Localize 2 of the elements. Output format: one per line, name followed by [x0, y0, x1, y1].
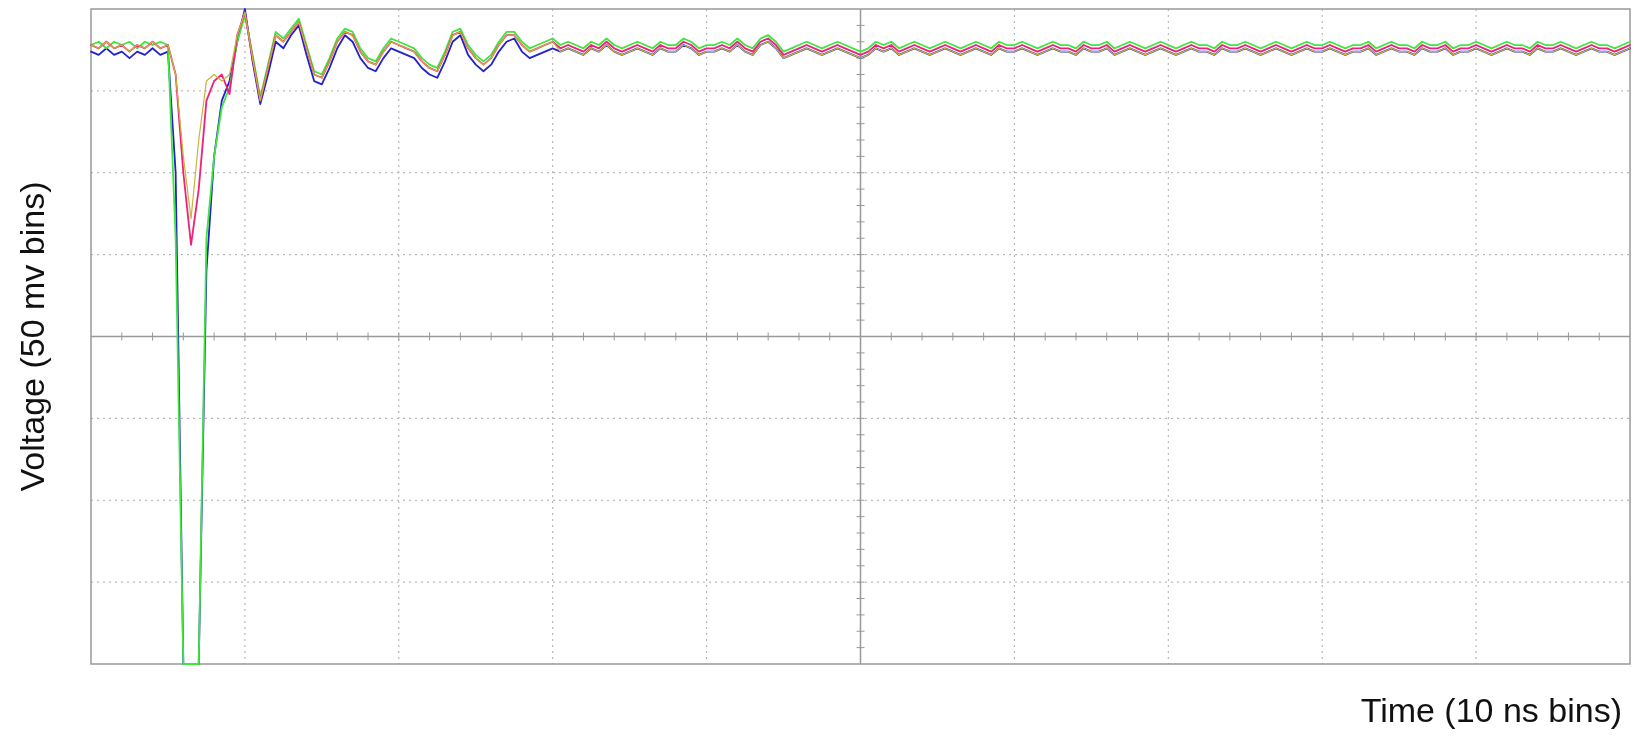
x-axis-title: Time (10 ns bins): [1360, 691, 1622, 729]
y-axis-title: Voltage (50 mv bins): [13, 181, 51, 492]
